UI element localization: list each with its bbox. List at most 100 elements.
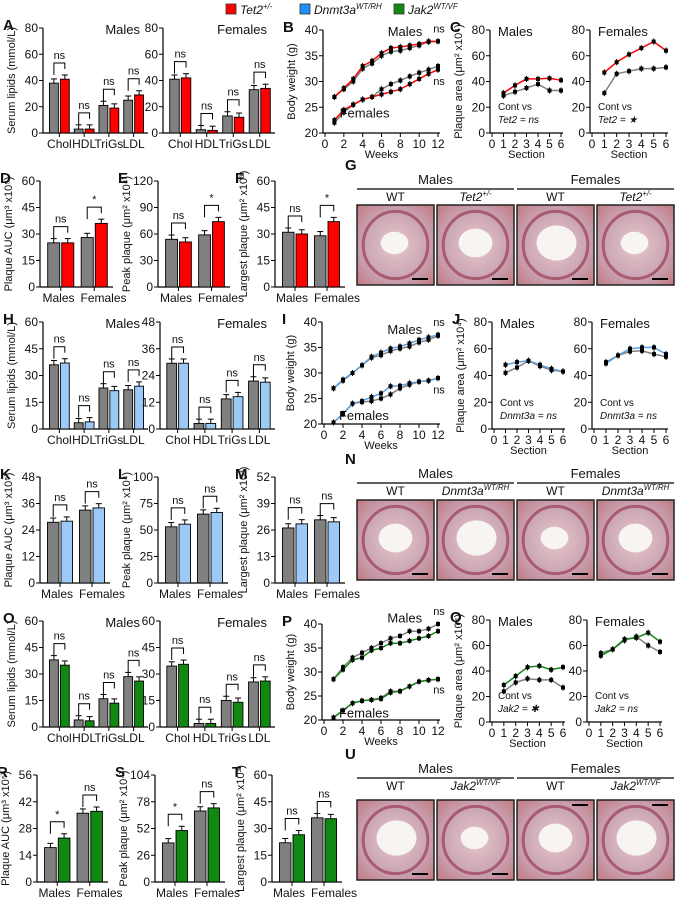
x-tick-label: Males [156, 886, 188, 900]
bar [123, 676, 134, 728]
series-line [603, 66, 667, 94]
x-tick-label: 3 [626, 137, 633, 151]
panel-letter: A [3, 17, 14, 34]
x-tick-label: HDL [193, 731, 217, 745]
y-tick-label: 0 [151, 126, 158, 140]
bar [232, 396, 244, 430]
data-point [426, 678, 431, 683]
y-tick-label: 80 [574, 315, 588, 329]
label-name: WT [386, 484, 405, 498]
data-point [341, 86, 346, 91]
series-line [332, 623, 439, 680]
y-tick-label: 60 [572, 49, 586, 63]
data-point [561, 369, 565, 374]
y-axis-label: Body weight (g) [285, 634, 297, 710]
y-axis-label: Plaque area (μm² x10⁴) [453, 614, 465, 728]
data-point [501, 689, 506, 694]
significance-bracket [82, 794, 98, 808]
bar [49, 82, 59, 134]
x-tick-label: 0 [491, 433, 498, 447]
bar [193, 422, 205, 430]
label-name: WT [546, 484, 565, 498]
panel-P: P 20 25 30 35 40 Body weight (g) 0 2 4 6 8 10 12 Weeks… [282, 606, 445, 748]
bar [205, 723, 217, 728]
bar [98, 104, 109, 134]
y-tick-label: 0 [480, 422, 487, 436]
lumen [538, 823, 573, 853]
series-line [605, 350, 667, 363]
vessel-wall [361, 504, 430, 576]
significance-label: ns [433, 317, 445, 329]
comparison-note: Tet2 = ★ [598, 115, 638, 126]
column-label: Tet2+/- [459, 189, 492, 204]
y-tick-label: 35 [304, 641, 318, 655]
significance-bracket [226, 99, 240, 112]
significance-bracket [102, 371, 115, 384]
y-tick-label: 80 [474, 315, 488, 329]
label-sup: WT/RH [484, 483, 510, 492]
x-tick-label: Males [159, 587, 191, 601]
data-point [436, 622, 440, 626]
comparison-note: Tet2 = ns [498, 115, 539, 126]
data-point [332, 94, 337, 99]
significance-label: ns [54, 50, 66, 62]
panel-letter: H [3, 311, 14, 328]
bar [314, 235, 327, 288]
y-tick-label: 40 [574, 369, 588, 383]
x-tick-label: 0 [321, 428, 328, 442]
bar [166, 665, 178, 728]
x-tick-label: 3 [523, 137, 530, 151]
data-point [388, 636, 393, 641]
x-tick-label: 8 [397, 724, 404, 738]
vessel-wall [521, 804, 590, 876]
x-tick-label: 2 [615, 433, 622, 447]
data-point [417, 679, 421, 684]
significance-bracket [287, 507, 303, 520]
significance-bracket [319, 204, 335, 218]
histology-image [356, 499, 435, 581]
panel-letter: L [118, 466, 127, 483]
data-point [407, 381, 412, 386]
significance-label: ns [86, 479, 98, 491]
histology-image [436, 799, 515, 881]
data-point [407, 684, 412, 689]
panel-letter: T [232, 764, 241, 781]
panel-letter: E [118, 170, 128, 187]
y-tick-label: 42 [19, 795, 33, 809]
x-tick-label: 4 [535, 137, 542, 151]
data-point [426, 71, 431, 76]
data-point [388, 89, 393, 94]
x-axis-label: Section [509, 738, 546, 750]
x-tick-label: Males [276, 587, 308, 601]
bar [324, 818, 337, 883]
data-point [640, 345, 644, 350]
significance-label: ns [128, 647, 140, 659]
subplot: 0 15 30 45 60 Plaque AUC (μm³ x10⁵) ns Males * Fe… [3, 174, 127, 305]
label-sup: +/- [482, 189, 492, 198]
y-axis-label: Peak plaque (μm² x10⁴) [121, 176, 133, 292]
y-tick-label: 20 [569, 690, 583, 704]
bar [92, 507, 105, 584]
label-sup: WT/RH [644, 483, 670, 492]
y-tick-label: 120 [133, 174, 153, 188]
data-point [398, 78, 403, 83]
y-tick-label: 45 [25, 342, 39, 356]
significance-label: * [325, 192, 330, 204]
data-point [341, 377, 345, 382]
y-tick-label: 20 [145, 100, 159, 114]
bar [210, 512, 223, 584]
panel-letter: K [0, 466, 11, 483]
data-point [341, 667, 345, 672]
y-tick-label: 15 [257, 254, 271, 268]
x-tick-label: Males [41, 587, 73, 601]
significance-label: ns [84, 782, 96, 794]
data-point [436, 64, 440, 69]
x-tick-label: Females [197, 587, 243, 601]
x-tick-label: LDL [248, 433, 270, 447]
significance-label: * [55, 809, 60, 821]
histology-image [596, 799, 675, 881]
y-tick-label: 40 [304, 617, 318, 631]
x-tick-label: HDL [72, 433, 96, 447]
